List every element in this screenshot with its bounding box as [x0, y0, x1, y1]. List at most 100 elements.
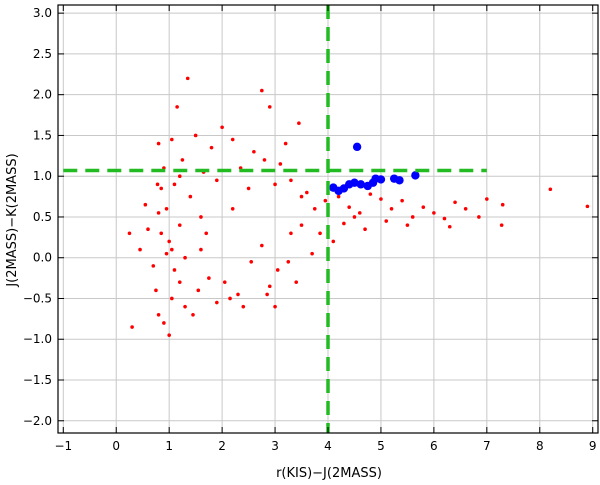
field-star-point: [252, 149, 256, 154]
field-star-point: [294, 280, 299, 284]
field-star-point: [230, 207, 235, 211]
field-star-point: [183, 255, 187, 260]
x-tick-label: −1: [54, 439, 72, 453]
field-star-point: [175, 105, 179, 109]
field-star-point: [230, 137, 235, 142]
field-star-point: [170, 296, 174, 301]
field-star-point: [260, 88, 264, 93]
field-star-point: [447, 224, 452, 229]
y-tick-label: −0.5: [23, 291, 52, 305]
field-star-point: [204, 231, 209, 236]
field-star-point: [384, 219, 389, 223]
field-star-point: [278, 162, 283, 166]
field-star-point: [188, 194, 193, 199]
field-star-point: [143, 202, 148, 207]
field-star-point: [260, 243, 264, 248]
field-star-point: [548, 187, 553, 192]
field-star-point: [499, 223, 504, 227]
x-tick-label: 3: [271, 439, 279, 453]
y-tick-label: 2.5: [33, 47, 52, 61]
selected-star-point: [350, 178, 359, 187]
field-star-point: [342, 221, 346, 226]
field-star-point: [299, 194, 304, 199]
x-tick-label: 8: [536, 439, 544, 453]
field-star-point: [138, 247, 142, 252]
x-tick-label: 1: [165, 439, 173, 453]
y-axis-tick-labels: 3.0 2.5 2.0 1.5 1.0 0.5 0.0 −0.5 −1.0 −1.5 −2.0: [23, 6, 52, 428]
field-star-point: [286, 260, 291, 264]
field-star-point: [193, 133, 198, 138]
field-star-point: [167, 333, 171, 337]
field-star-point: [159, 231, 164, 236]
y-tick-label: 1.0: [33, 169, 52, 183]
field-star-point: [352, 215, 357, 219]
field-star-point: [289, 178, 293, 183]
field-star-point: [207, 276, 211, 280]
x-tick-label: 9: [589, 439, 597, 453]
field-star-point: [241, 304, 246, 309]
selection-cut-lines: [63, 5, 487, 433]
y-tick-label: 1.5: [33, 128, 52, 142]
field-star-point: [262, 158, 267, 162]
x-tick-label: 2: [218, 439, 226, 453]
field-star-point: [331, 239, 336, 244]
field-star-point: [265, 292, 269, 297]
field-star-point: [249, 260, 254, 264]
field-star-point: [215, 300, 219, 305]
field-star-point: [312, 207, 317, 211]
y-axis-label: J(2MASS)−K(2MASS): [5, 153, 20, 287]
field-star-point: [389, 207, 394, 211]
field-star-point: [127, 231, 132, 236]
field-star-point: [156, 141, 161, 146]
field-star-point: [130, 325, 134, 329]
field-star-point: [305, 190, 309, 195]
field-star-point: [177, 280, 182, 284]
field-star-point: [185, 76, 190, 81]
field-star-point: [167, 239, 171, 244]
field-star-point: [146, 227, 150, 231]
y-tick-label: 2.0: [33, 88, 52, 102]
field-star-point: [283, 141, 288, 146]
selected-star-point: [356, 180, 366, 189]
field-star-point: [477, 215, 481, 219]
field-star-point: [220, 125, 224, 130]
field-star-point: [442, 216, 447, 221]
y-tick-label: 0.5: [33, 210, 52, 224]
x-tick-label: 7: [483, 439, 491, 453]
field-star-point: [273, 304, 277, 309]
field-star-point: [363, 227, 367, 231]
y-tick-label: 0.0: [33, 251, 52, 265]
field-star-point: [191, 312, 195, 317]
x-tick-label: 5: [377, 439, 385, 453]
field-star-point: [172, 268, 177, 272]
field-star-point: [177, 223, 182, 227]
grid-lines: [58, 5, 598, 433]
x-axis-label: r(KIS)−J(2MASS): [276, 466, 382, 481]
selected-star-point: [352, 142, 362, 152]
selected-stars-series: [329, 142, 420, 196]
field-star-point: [236, 292, 240, 297]
field-star-point: [156, 312, 161, 317]
field-star-point: [155, 182, 160, 187]
field-star-point: [318, 231, 322, 236]
field-star-point: [209, 145, 214, 150]
field-star-point: [299, 223, 304, 227]
field-star-point: [410, 215, 415, 219]
field-star-point: [199, 215, 203, 219]
field-star-point: [267, 284, 272, 289]
field-star-point: [164, 207, 169, 211]
field-star-point: [500, 202, 505, 207]
field-star-point: [323, 198, 328, 203]
field-star-point: [463, 207, 468, 211]
field-star-point: [196, 288, 201, 293]
field-star-point: [222, 280, 227, 284]
field-star-point: [289, 231, 293, 236]
field-star-point: [172, 182, 177, 187]
y-tick-label: 3.0: [33, 6, 52, 20]
x-axis-tick-labels: −1 0 1 2 3 4 5 6 7 8 9: [54, 439, 596, 453]
field-star-point: [183, 304, 187, 309]
field-star-point: [336, 194, 341, 199]
field-star-point: [275, 268, 280, 272]
field-star-point: [379, 197, 383, 201]
